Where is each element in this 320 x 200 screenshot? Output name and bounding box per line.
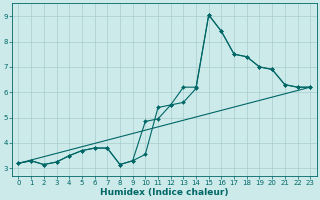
X-axis label: Humidex (Indice chaleur): Humidex (Indice chaleur) <box>100 188 228 197</box>
